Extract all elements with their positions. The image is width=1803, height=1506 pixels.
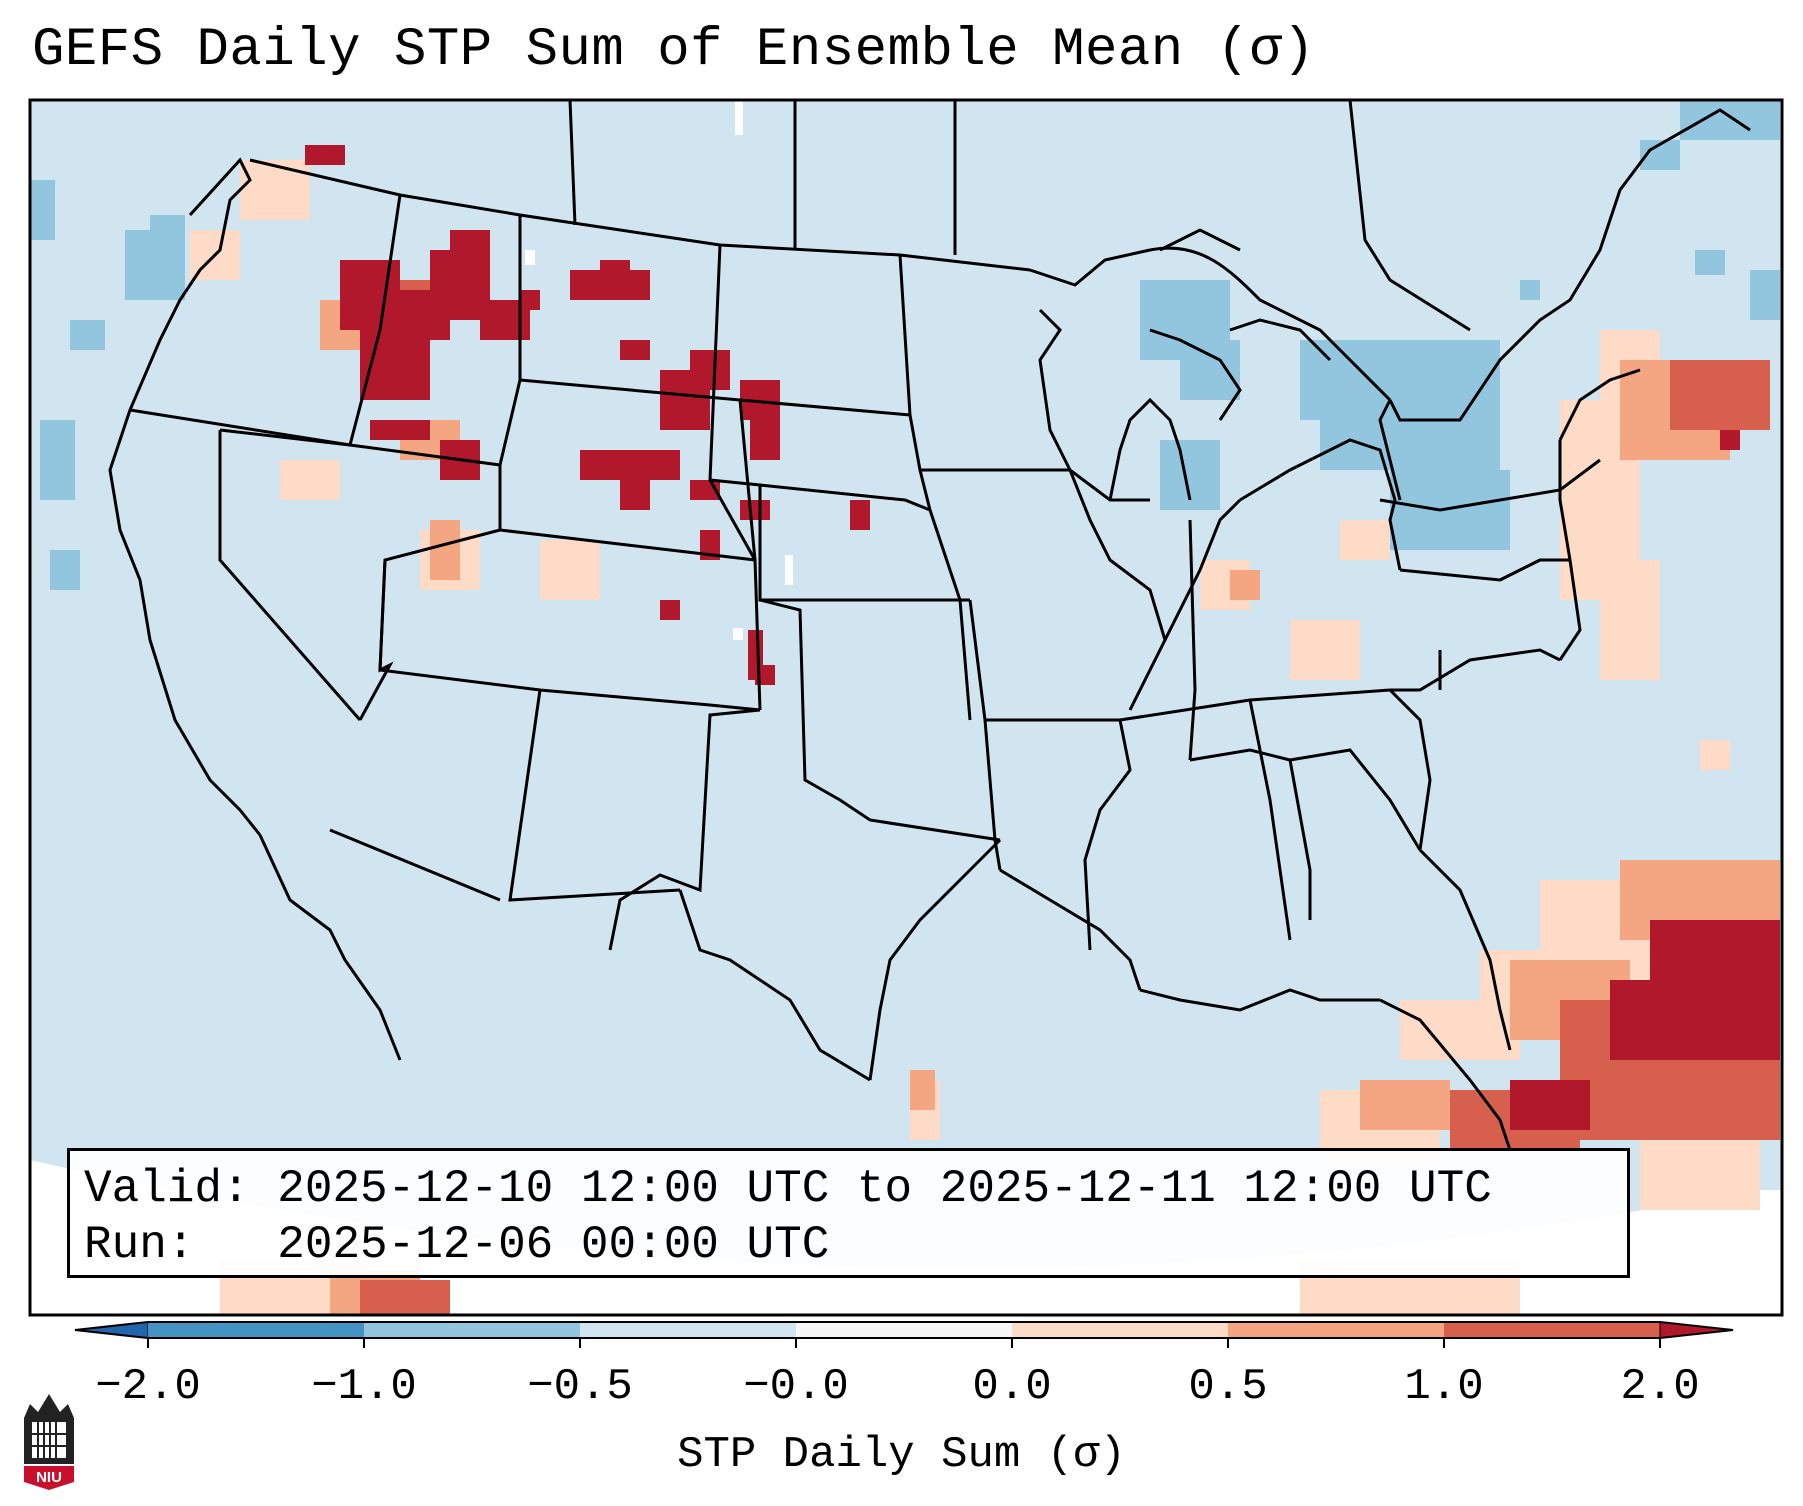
colorbar xyxy=(74,1321,1734,1348)
extreme-positive-cells xyxy=(305,145,1780,1130)
colorbar-tick-label: −0.0 xyxy=(743,1362,849,1412)
colorbar-bin xyxy=(148,1322,364,1338)
colorbar-tick-label: 2.0 xyxy=(1620,1362,1700,1412)
run-time-text: Run: 2025-12-06 00:00 UTC xyxy=(84,1219,830,1271)
colorbar-tick-label: −2.0 xyxy=(95,1362,201,1412)
colorbar-bin xyxy=(1228,1322,1444,1338)
colorbar-bin xyxy=(364,1322,580,1338)
svg-text:NIU: NIU xyxy=(36,1469,62,1486)
colorbar-tick-label: 1.0 xyxy=(1404,1362,1484,1412)
colorbar-bin xyxy=(796,1322,1012,1338)
valid-run-info-box: Valid: 2025-12-10 12:00 UTC to 2025-12-1… xyxy=(67,1148,1630,1278)
colorbar-tick-label: −0.5 xyxy=(527,1362,633,1412)
map-title: GEFS Daily STP Sum of Ensemble Mean (σ) xyxy=(32,20,1316,81)
colorbar-label: STP Daily Sum (σ) xyxy=(677,1430,1126,1480)
colorbar-tick-label: −1.0 xyxy=(311,1362,417,1412)
niu-logo: NIU xyxy=(24,1394,74,1490)
map-frame xyxy=(28,98,1784,1317)
colorbar-over-extension xyxy=(1659,1321,1734,1339)
colorbar-tick-label: 0.0 xyxy=(972,1362,1052,1412)
colorbar-bin xyxy=(580,1322,796,1338)
colorbar-bin xyxy=(1012,1322,1228,1338)
neutral-cells xyxy=(525,100,793,640)
colorbar-under-extension xyxy=(74,1321,149,1339)
colorbar-bin xyxy=(1444,1322,1660,1338)
boundary-lines xyxy=(108,100,1751,1151)
colorbar-tick-label: 0.5 xyxy=(1188,1362,1268,1412)
valid-time-text: Valid: 2025-12-10 12:00 UTC to 2025-12-1… xyxy=(84,1163,1492,1215)
